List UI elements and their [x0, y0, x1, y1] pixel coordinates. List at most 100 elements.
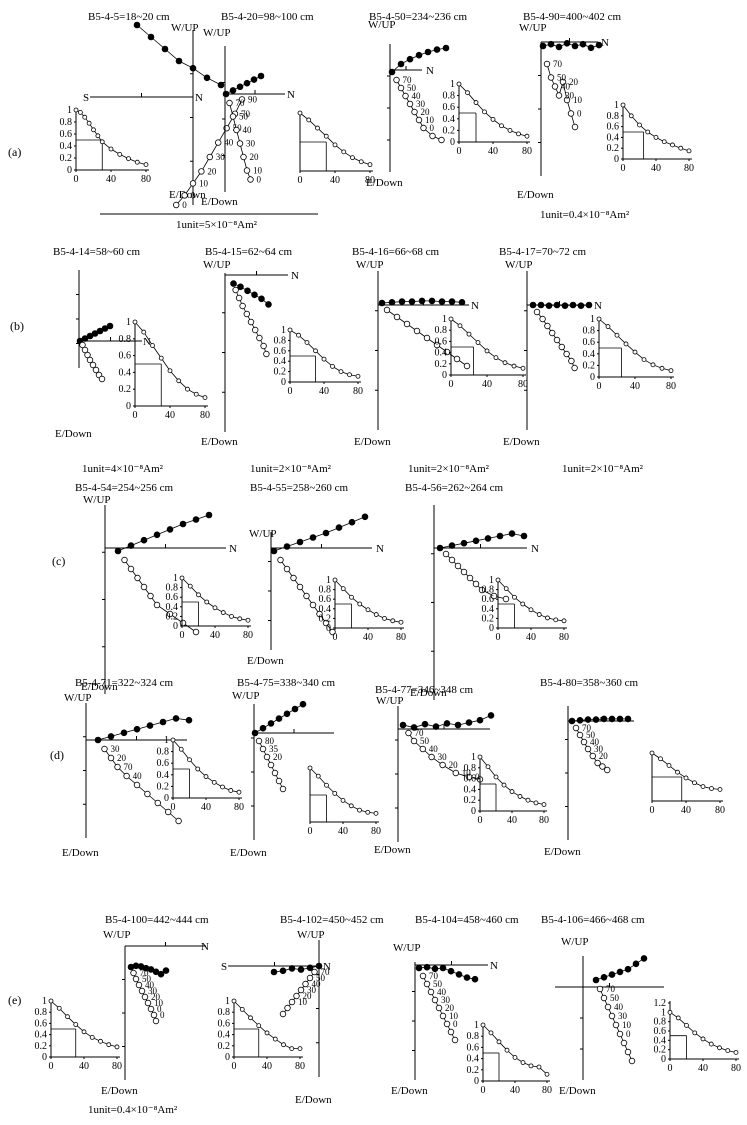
step-label: 50 [610, 993, 620, 1003]
vertical-projection-point [329, 628, 336, 636]
step-label: 10 [462, 768, 472, 778]
row-label-b: (b) [10, 319, 24, 333]
step-label: 30 [438, 752, 448, 762]
demag-x-tick-label: 80 [353, 386, 363, 397]
demag-point [477, 754, 483, 760]
vertical-projection-point [604, 1003, 612, 1011]
demag-point [520, 601, 526, 607]
horizontal-projection-point [237, 283, 244, 291]
vertical-projection-point [290, 574, 297, 582]
horizontal-projection-point [140, 536, 148, 544]
vertical-projection-point [406, 100, 414, 108]
vertical-projection-point [89, 361, 97, 369]
horizontal-projection-point [424, 48, 432, 56]
step-label: 0 [430, 123, 435, 133]
vertical-projection-point [413, 327, 421, 335]
vertical-projection-point [79, 341, 86, 349]
demag-y-tick-label: 0.2 [157, 781, 170, 792]
demag-point [493, 774, 499, 780]
demag-point [488, 1030, 494, 1036]
up-label: W/UP [393, 942, 421, 954]
demag-point [692, 1030, 698, 1036]
horizontal-projection-point [537, 301, 545, 309]
horizontal-projection-point [175, 57, 183, 65]
demag-x-tick-label: 40 [262, 1061, 272, 1072]
demag-point [700, 1036, 706, 1042]
horizontal-projection-point [448, 298, 456, 305]
unit-label: 1unit=5×10⁻⁸Am² [176, 219, 258, 231]
vertical-projection-point [132, 975, 140, 983]
demag-point [536, 612, 542, 617]
vertical-projection-point [403, 320, 411, 328]
demag-y-tick-label: 1 [614, 100, 619, 111]
demag-point [347, 372, 352, 378]
up-label: W/UP [103, 929, 131, 941]
horizontal-projection-point [410, 724, 418, 731]
step-label: 70 [582, 723, 592, 733]
down-label: E/Down [374, 844, 411, 856]
demag-point [315, 125, 320, 131]
demag-y-tick-label: 1 [489, 575, 494, 586]
horizontal-projection-point [106, 322, 114, 330]
step-label: 10 [573, 95, 583, 105]
horizontal-projection-point [592, 716, 600, 723]
panel-title: B5-4-20=98~100 cm [221, 11, 314, 23]
horizontal-projection-point [258, 295, 265, 303]
horizontal-projection-point [162, 967, 170, 974]
demag-x-tick-label: 80 [559, 632, 569, 643]
vertical-projection-point [415, 116, 423, 124]
demag-point [661, 139, 667, 145]
demag-y-tick-label: 0.2 [60, 153, 73, 164]
demag-point [229, 614, 234, 619]
down-label: E/Down [559, 1085, 596, 1097]
step-label: 0 [160, 1010, 165, 1020]
down-label: E/Down [354, 436, 391, 448]
demag-y-tick-label: 1 [42, 996, 47, 1007]
demag-x-tick-label: 80 [715, 805, 725, 816]
demag-y-tick-label: 0.2 [119, 384, 132, 395]
panel-title: B5-4-77=346~348 cm [375, 684, 473, 696]
demag-point [373, 612, 379, 617]
horizontal-projection-point [250, 76, 258, 83]
vertical-projection-point [608, 1012, 616, 1020]
demag-point [637, 122, 642, 128]
vertical-projection-point [558, 343, 565, 351]
horizontal-projection-point [309, 534, 317, 541]
demag-y-tick-label: 1 [173, 573, 178, 584]
vertical-projection-point [568, 357, 575, 365]
demag-x-tick-label: 40 [79, 1061, 89, 1072]
horizontal-projection-point [448, 542, 456, 549]
vertical-projection-point [164, 808, 172, 816]
demag-y-tick-label: 1 [450, 79, 455, 90]
demag-point [365, 809, 371, 815]
demag-curve [181, 577, 249, 621]
horizontal-projection-point [185, 716, 193, 724]
demag-point [158, 355, 164, 361]
down-label: E/Down [101, 1085, 138, 1097]
demag-point [98, 1038, 103, 1044]
down-label: E/Down [366, 177, 403, 189]
demag-point [178, 746, 184, 752]
demag-point [465, 90, 470, 96]
demag-y-tick-label: 0.2 [482, 613, 495, 624]
horizontal-projection-point [585, 301, 593, 309]
demag-y-tick-label: 0.4 [443, 114, 456, 125]
demag-x-tick-label: 0 [668, 1063, 673, 1074]
vertical-projection-point [267, 761, 275, 769]
north-label: N [291, 270, 299, 282]
demag-y-tick-label: 0.8 [607, 111, 620, 122]
step-label: 30 [246, 139, 256, 149]
vertical-projection-point [256, 334, 263, 342]
vertical-projection-point [306, 974, 314, 982]
demag-point [493, 355, 499, 361]
demag-point [456, 81, 462, 87]
demag-point [245, 617, 251, 623]
vertical-projection-point [438, 136, 445, 144]
demag-y-tick-label: 0.6 [464, 774, 477, 785]
vertical-projection-point [123, 772, 130, 780]
north-label: N [323, 961, 331, 973]
demag-y-tick-label: 0.6 [607, 122, 620, 133]
horizontal-projection-point [418, 297, 426, 305]
demag-x-tick-label: 80 [396, 632, 406, 643]
demag-point [632, 349, 638, 355]
